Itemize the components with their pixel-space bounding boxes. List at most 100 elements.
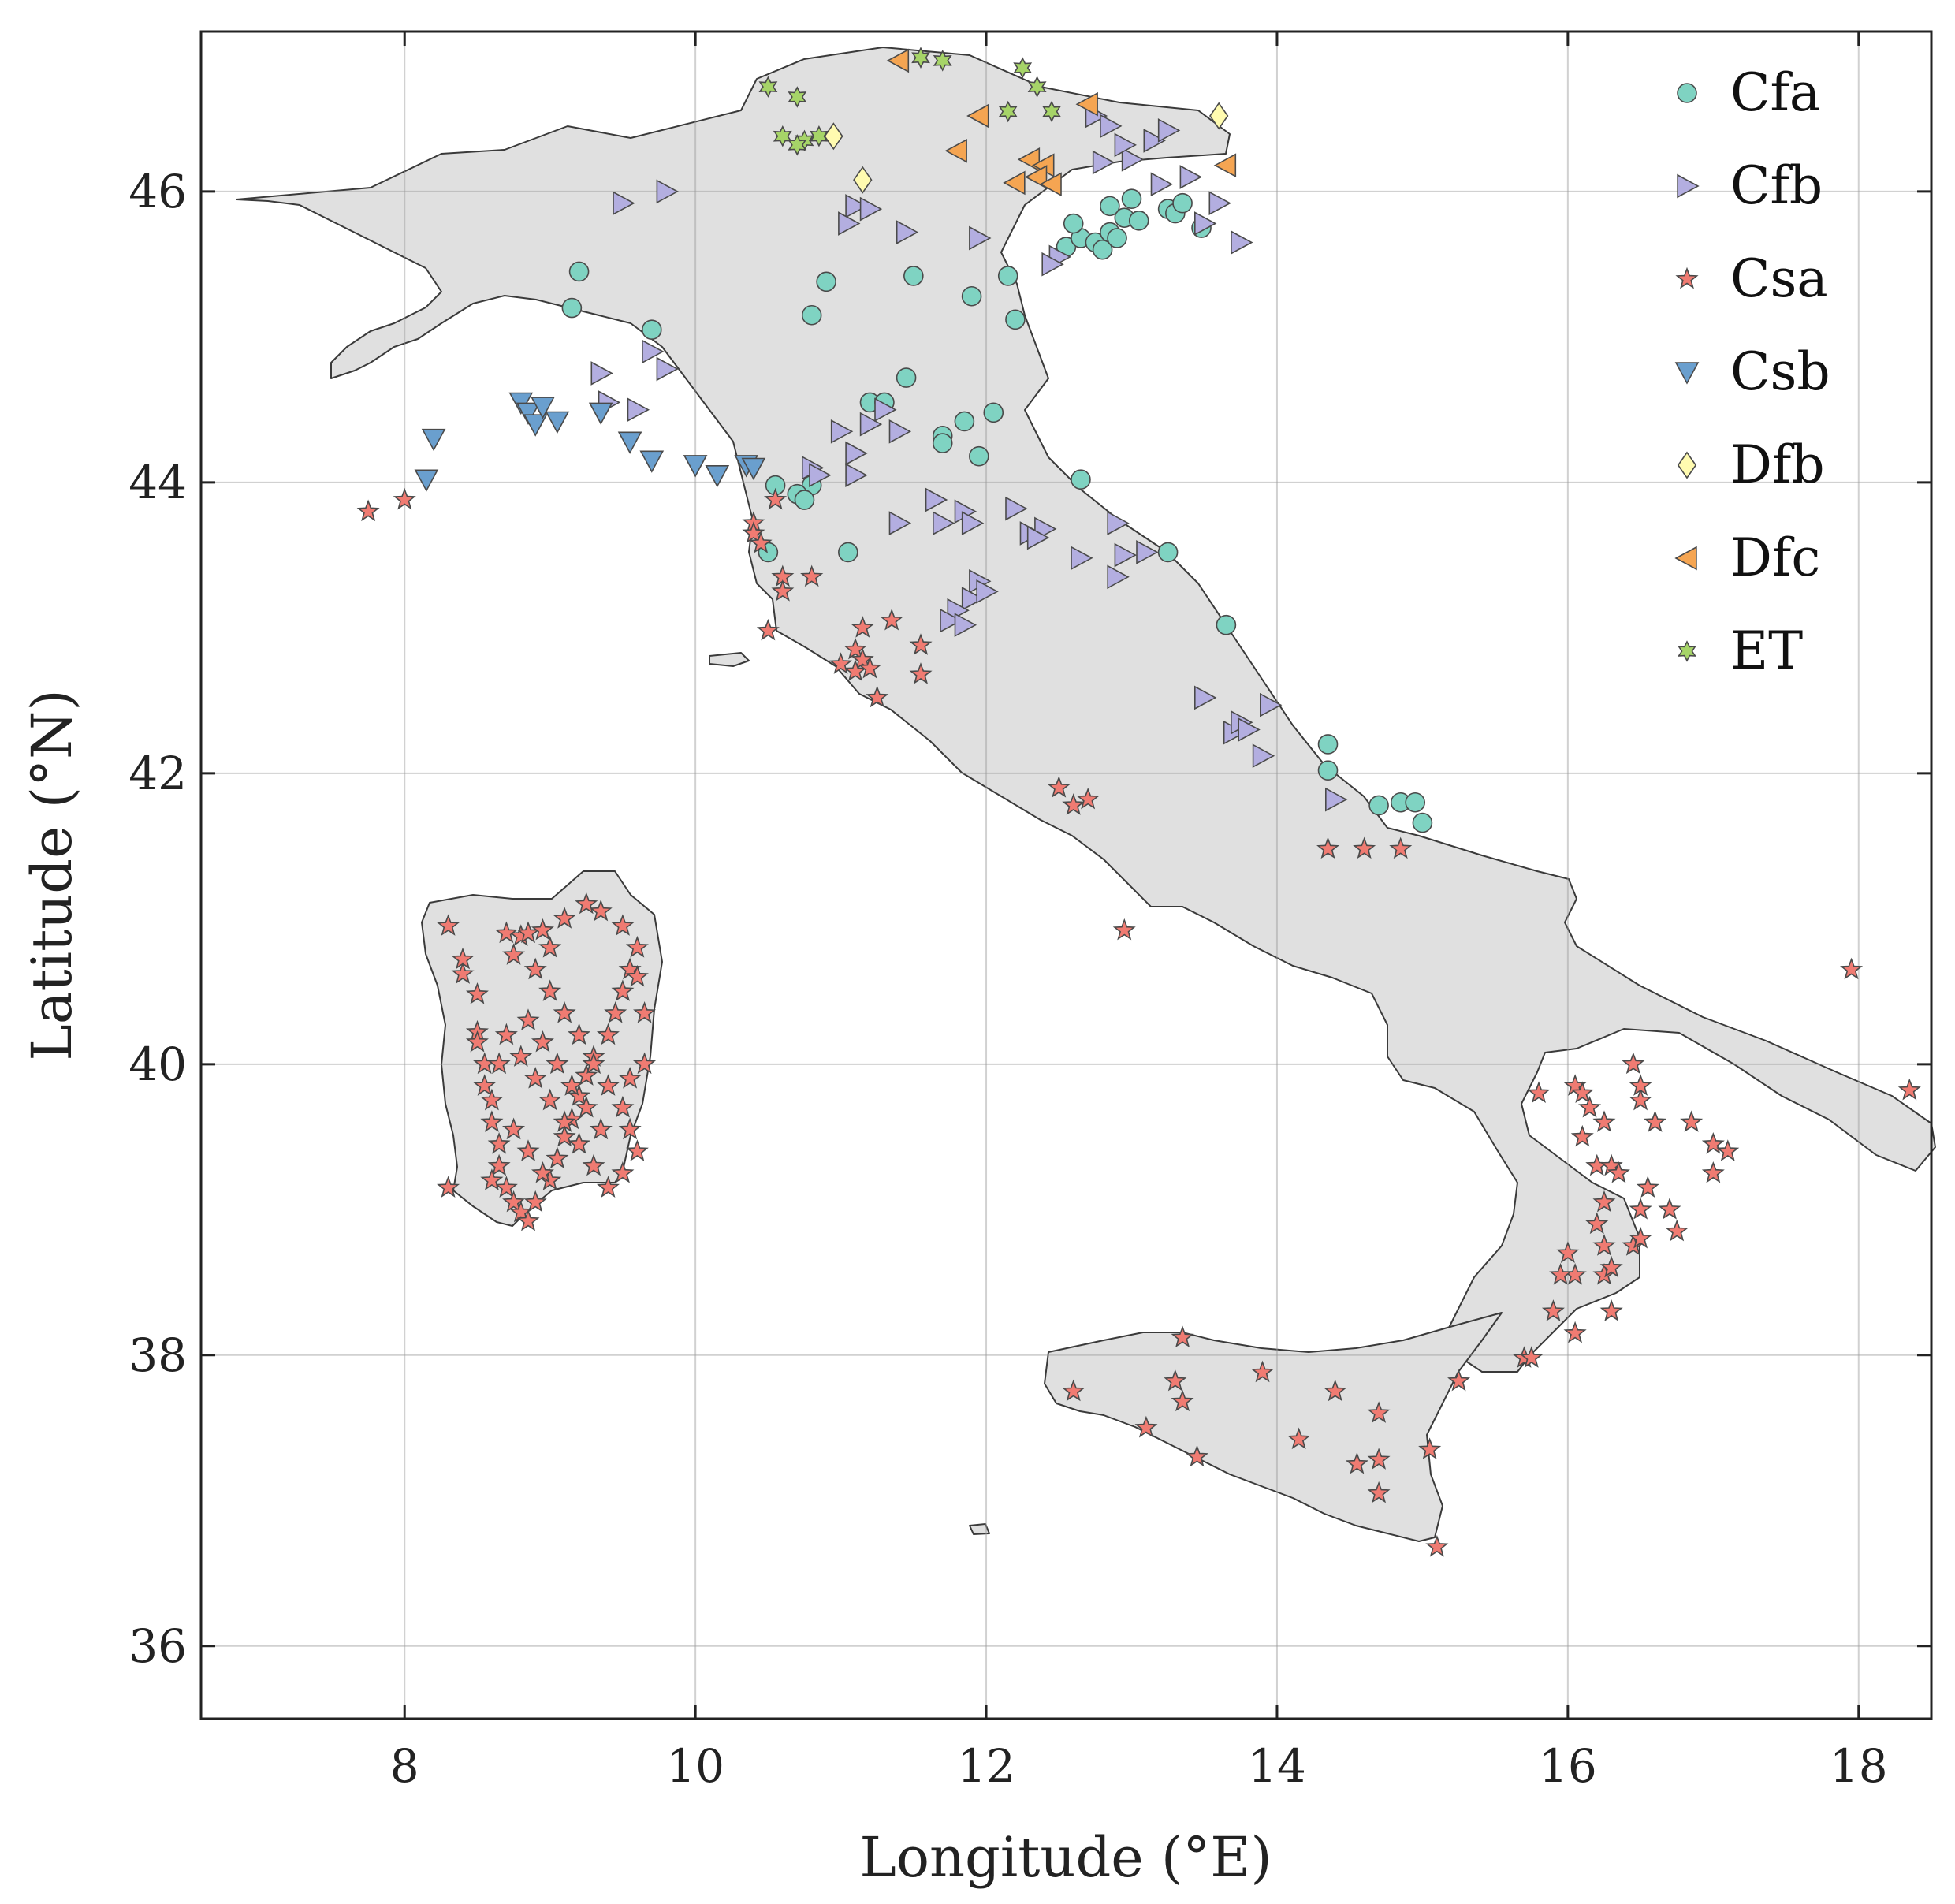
point-csa	[553, 1110, 576, 1132]
point-cfa	[1368, 795, 1389, 816]
point-csa	[509, 1200, 533, 1223]
point-csa	[1897, 1078, 1921, 1101]
legend-marker-cfb	[1677, 173, 1700, 199]
point-csa	[494, 921, 518, 944]
point-cfb	[1114, 542, 1137, 568]
y-tick-label: 42	[128, 747, 187, 800]
point-csa	[1527, 1081, 1551, 1104]
point-cfa	[1107, 228, 1127, 248]
point-cfb	[656, 179, 679, 204]
axis-ticks: 8 10 12 14 16 18 36 38 40 42 44 46	[128, 32, 1931, 1793]
point-cfb	[969, 225, 992, 251]
point-csa	[487, 1052, 511, 1075]
point-csa	[618, 1067, 642, 1089]
point-csa	[451, 962, 475, 984]
point-dfc	[1075, 91, 1098, 117]
point-csa	[611, 1095, 635, 1118]
point-et	[773, 125, 792, 147]
point-cfb	[845, 463, 868, 488]
point-et	[1013, 57, 1033, 79]
point-csa	[480, 1110, 504, 1132]
point-cfb	[888, 419, 912, 444]
point-csa	[480, 1088, 504, 1111]
point-csa	[1622, 1052, 1645, 1075]
point-csa	[1592, 1234, 1616, 1256]
point-cfa	[1100, 196, 1120, 217]
point-csa	[589, 899, 613, 922]
point-csa	[851, 616, 874, 638]
point-csa	[1549, 1263, 1573, 1285]
point-csa	[494, 1023, 518, 1045]
point-csa	[1840, 957, 1864, 980]
point-cfb	[613, 191, 635, 216]
point-csa	[568, 1084, 591, 1106]
point-cfa	[896, 367, 917, 388]
sardinia	[421, 870, 663, 1227]
point-dfc	[1024, 165, 1048, 189]
point-cfb	[1136, 540, 1159, 564]
point-csa	[1644, 1110, 1667, 1132]
point-cfa	[1121, 188, 1142, 209]
point-csa	[538, 935, 562, 958]
point-cfb	[1107, 564, 1130, 590]
point-et	[1027, 76, 1047, 98]
point-cfb	[1260, 692, 1283, 717]
point-cfa	[1317, 734, 1339, 755]
legend-label-csa: Csa	[1730, 248, 1828, 309]
point-csa	[487, 1132, 511, 1154]
point-cfb	[1208, 191, 1231, 216]
point-csa	[909, 633, 933, 655]
point-csa	[1658, 1198, 1681, 1220]
series-cfa	[561, 188, 1433, 833]
y-tick-label: 36	[128, 1619, 187, 1673]
point-et	[911, 47, 930, 69]
point-cfa	[961, 285, 982, 307]
point-cfb	[1143, 129, 1166, 153]
point-csa	[502, 1190, 526, 1213]
point-csa	[1447, 1369, 1471, 1392]
point-dfc	[1003, 170, 1026, 196]
point-et	[998, 100, 1018, 123]
point-cfb	[845, 441, 868, 466]
legend-label-dfc: Dfc	[1730, 527, 1820, 588]
point-csa	[531, 918, 554, 941]
point-cfa	[997, 266, 1018, 286]
x-tick-label: 10	[666, 1739, 724, 1793]
point-cfb	[838, 211, 861, 236]
point-csb	[545, 411, 570, 434]
point-csa	[437, 1176, 460, 1198]
point-cfb	[1179, 165, 1202, 189]
point-csb	[588, 402, 613, 425]
point-csb	[421, 428, 446, 452]
point-csa	[356, 499, 380, 522]
point-csa	[1062, 793, 1085, 815]
point-csa	[538, 979, 562, 1001]
point-csa	[523, 957, 547, 980]
point-csa	[1665, 1219, 1689, 1242]
legend-marker-dfb	[1677, 451, 1697, 479]
point-csa	[1629, 1226, 1652, 1249]
y-axis-label: Latitude (°N)	[20, 689, 84, 1060]
point-csa	[531, 1030, 554, 1053]
point-csa	[764, 487, 788, 510]
point-cfa	[932, 433, 953, 453]
point-dfc	[966, 103, 989, 129]
point-csa	[502, 1117, 526, 1140]
point-csa	[589, 1117, 613, 1140]
point-cfb	[925, 487, 948, 512]
point-csa	[465, 1030, 489, 1053]
legend: Cfa Cfb Csa Csb Dfb Dfc ET	[1674, 62, 1830, 681]
point-csa	[866, 685, 889, 708]
point-csa	[909, 662, 933, 684]
point-cfb	[1157, 118, 1181, 143]
point-csa	[1629, 1198, 1652, 1220]
point-csa	[1062, 1379, 1085, 1402]
data-points	[356, 47, 1921, 1557]
point-csa	[480, 1168, 504, 1190]
y-tick-label: 44	[128, 456, 187, 509]
point-cfb	[809, 463, 832, 488]
point-cfb	[940, 608, 963, 633]
point-cfa	[1071, 469, 1091, 490]
point-cfb	[1194, 211, 1217, 236]
